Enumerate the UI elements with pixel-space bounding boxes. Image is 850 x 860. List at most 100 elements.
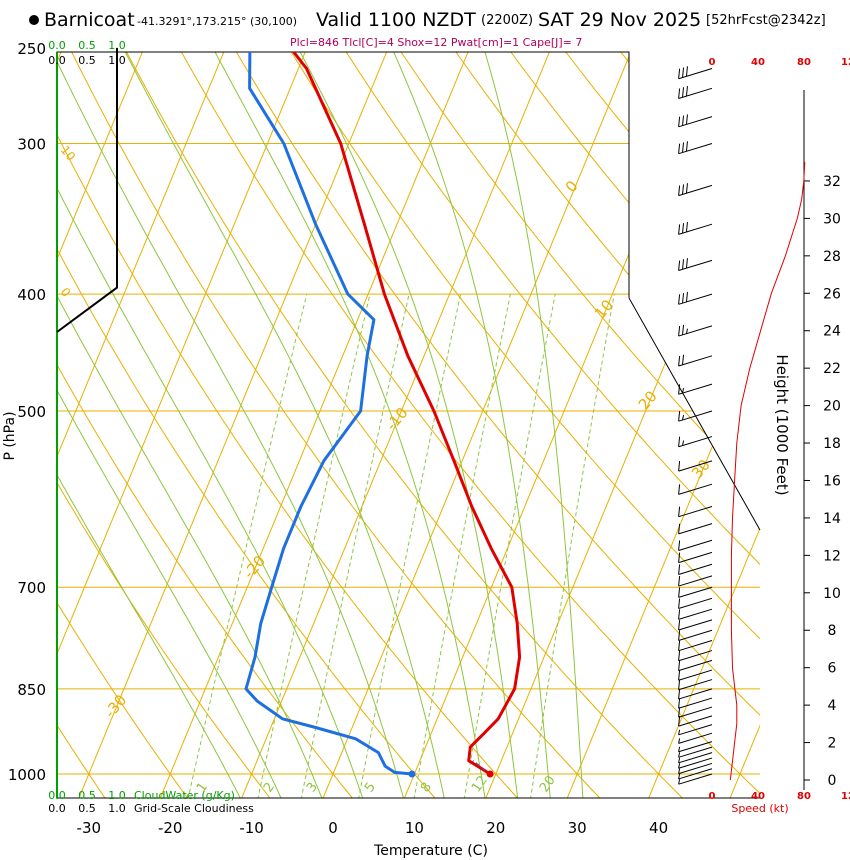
isotherm-line: [566, 52, 760, 798]
mixing-ratio-line: [300, 293, 410, 798]
temp-tick-20: 20: [486, 819, 505, 837]
cloudiness-tick-bottom: 0.5: [78, 802, 96, 815]
pressure-tick-300: 300: [17, 135, 46, 153]
dry-adiabat: [112, 52, 685, 798]
temp-tick--20: -20: [158, 819, 183, 837]
mixing-ratio-line: [463, 294, 556, 798]
isotherm-line: [647, 52, 760, 798]
dry-adiabat: [383, 52, 760, 798]
height-tick-22: 22: [823, 361, 841, 377]
valid-utc: (2200Z): [481, 13, 534, 28]
dry-adiabat: [654, 52, 760, 798]
wind-barb: [678, 752, 713, 764]
dry-adiabat: [221, 52, 760, 798]
wind-barb: [678, 640, 713, 652]
isotherm-label: -20: [240, 552, 270, 582]
dry-adiabat: [600, 52, 760, 798]
pressure-tick-250: 250: [17, 40, 46, 58]
wind-barb: [678, 688, 713, 700]
wind-barb: [678, 741, 713, 753]
valid-time: Valid 1100 NZDT: [316, 9, 476, 31]
mixing-ratio-line: [529, 294, 615, 798]
dry-adiabat: [437, 52, 760, 798]
pressure-tick-400: 400: [17, 286, 46, 304]
moist-adiabat: [476, 52, 584, 798]
wind-barb: [678, 608, 713, 620]
wind-barb: [678, 724, 713, 736]
mixing-ratio-label: 20: [537, 773, 559, 795]
moist-adiabat: [381, 52, 551, 798]
temp-axis-title: Temperature (C): [373, 843, 488, 859]
speed-tick-top: 40: [751, 57, 765, 68]
wind-barb: [678, 483, 713, 495]
height-tick-28: 28: [823, 249, 841, 265]
speed-axis-title: Speed (kt): [731, 802, 788, 815]
parcel-path: [472, 760, 491, 775]
speed-tick-top: 12: [841, 57, 850, 68]
height-tick-2: 2: [828, 736, 837, 752]
pressure-tick-500: 500: [17, 403, 46, 421]
moist-adiabat: [57, 52, 242, 798]
mixing-ratio-line: [413, 294, 511, 798]
wind-barb: [678, 586, 713, 598]
height-tick-4: 4: [828, 698, 837, 714]
pressure-axis-title: P (hPa): [2, 411, 18, 460]
wind-barb: [678, 762, 713, 775]
cloudwater-tick-top: 0.0: [48, 39, 66, 52]
station-coords: -41.3291°,173.215° (30,100): [137, 15, 298, 28]
valid-date: SAT 29 Nov 2025: [538, 9, 702, 31]
cloudiness-legend: Grid-Scale Cloudiness: [134, 802, 254, 815]
wind-barb: [678, 86, 713, 99]
wind-barb: [678, 460, 713, 472]
wind-barb: [678, 732, 713, 744]
cloudwater-legend: CloudWater (g/Kg): [134, 789, 235, 802]
cloudiness-line: [56, 48, 118, 333]
dry-adiabat: [57, 52, 107, 798]
height-tick-24: 24: [823, 324, 841, 340]
moist-adiabat: [286, 52, 519, 798]
moist-adiabat: [57, 52, 283, 798]
temp-tick-30: 30: [568, 819, 587, 837]
wind-barb: [678, 66, 713, 80]
wind-barb: [678, 650, 713, 662]
wind-barb: [678, 114, 713, 128]
dry-adiabat: [329, 52, 760, 798]
speed-tick-top: 0: [709, 57, 716, 68]
isotherm-line: [159, 52, 479, 798]
dry-adiabat: [491, 52, 760, 798]
wind-barb: [678, 757, 713, 769]
height-tick-14: 14: [823, 511, 841, 527]
wind-frame-diagonal: [628, 297, 761, 531]
height-tick-16: 16: [823, 473, 841, 489]
speed-tick-bottom: 40: [751, 791, 765, 802]
height-axis-title: Height (1000 Feet): [773, 354, 791, 495]
moist-adiabat: [57, 52, 364, 798]
wind-barb: [678, 383, 713, 395]
height-tick-20: 20: [823, 399, 841, 415]
cloudwater-tick-bottom: 0.5: [78, 789, 96, 802]
station-dot-icon: [29, 15, 39, 25]
wind-barb: [678, 258, 713, 272]
isotherm-line: [57, 52, 235, 798]
height-tick-6: 6: [828, 661, 837, 677]
wind-barb: [678, 506, 713, 518]
wind-barb: [678, 183, 713, 197]
isotherm-line: [240, 52, 561, 798]
pressure-tick-1000: 1000: [8, 766, 46, 784]
height-tick-8: 8: [828, 623, 837, 639]
cloudiness-tick-bottom: 1.0: [108, 802, 126, 815]
wind-barb: [678, 324, 713, 337]
dry-adiabat: [57, 52, 272, 798]
wind-barb: [678, 141, 713, 155]
chart-header: Barnicoat -41.3291°,173.215° (30,100) Va…: [0, 0, 850, 49]
adiabat-label: 10: [58, 143, 79, 164]
mixing-ratio-line: [187, 293, 308, 798]
height-tick-32: 32: [823, 174, 841, 190]
wind-speed-profile: [729, 162, 806, 781]
thermo-grid: [57, 52, 760, 798]
height-tick-26: 26: [823, 286, 841, 302]
height-tick-18: 18: [823, 436, 841, 452]
isotherm-label: -30: [101, 691, 131, 721]
pressure-tick-700: 700: [17, 579, 46, 597]
cloudiness-tick-top: 0.5: [78, 54, 96, 67]
